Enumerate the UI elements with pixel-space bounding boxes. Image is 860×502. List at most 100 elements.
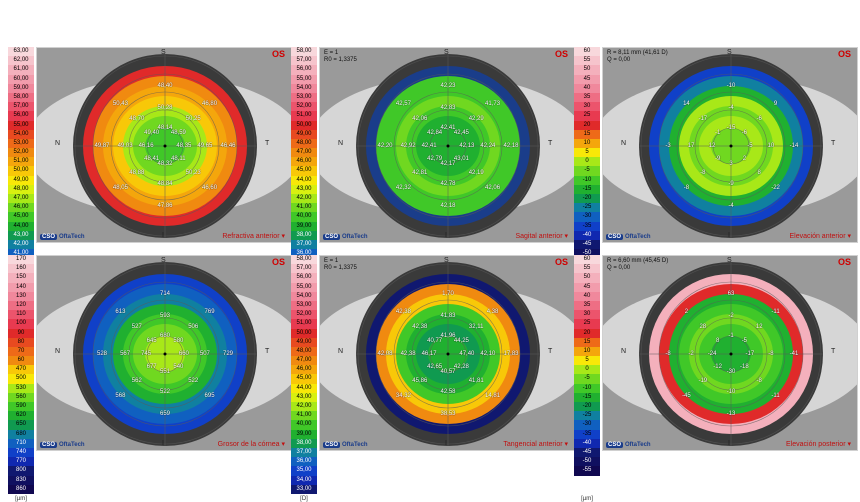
direction-label-right: T (831, 140, 836, 147)
scale-step: -35 (574, 221, 600, 231)
map-value: 528 (96, 351, 108, 357)
map-type-selector[interactable]: Refractiva anterior ▾ (222, 233, 285, 240)
map-value: 42,41 (421, 143, 437, 149)
scale-step: 20 (574, 328, 600, 338)
map-value: 48,88 (129, 169, 145, 176)
scale-step: 35 (574, 92, 600, 103)
scale-step: 44,00 (8, 221, 34, 231)
map-value: 42,08 (377, 351, 393, 357)
map-parameters: E = 1 R0 = 1,3375 (324, 258, 357, 271)
scale-step: 34,00 (291, 475, 317, 485)
scale-step: 49,00 (8, 175, 34, 185)
scale-step: 130 (8, 291, 34, 301)
direction-label-left: N (55, 348, 61, 355)
scale-step: 5 (574, 356, 600, 366)
scale-step: 46,00 (8, 203, 34, 213)
corneal-map[interactable]: S I N T 48,40 46,80 46,46 46,60 47,86 48,05 49,87 5… (36, 47, 292, 243)
scale-step: 30 (574, 310, 600, 320)
direction-label-bottom: I (162, 440, 164, 447)
map-value: 769 (204, 308, 215, 315)
map-value: 42,38 (400, 351, 416, 357)
direction-label-right: T (548, 348, 553, 355)
map-type-selector[interactable]: Sagital anterior ▾ (515, 233, 568, 240)
corneal-map[interactable]: S I N T -10 9 -14 -22 -4 -8 -3 14 -4 -6 10 8 -9 -8 17 -17 -1… (602, 47, 858, 243)
scale-step: 150 (8, 273, 34, 283)
map-value: 42,13 (459, 143, 475, 149)
map-value: -1 (714, 130, 721, 137)
map-value: 48,35 (176, 143, 192, 149)
scale-step: 60,00 (8, 74, 34, 84)
corneal-map[interactable]: S I N T 42,23 41,73 42,18 42,06 42,18 42,32 42,20 4… (319, 47, 575, 243)
eye-side-label: OS (554, 257, 568, 267)
direction-label-right: T (831, 348, 836, 355)
map-type-selector[interactable]: Elevación posterior ▾ (786, 441, 851, 448)
scale-step: 560 (8, 392, 34, 402)
corneal-map[interactable]: S I N T 1,70 4,38 17,83 14,81 38,53 34,32 42,08 42,… (319, 255, 575, 451)
map-value: -11 (771, 393, 780, 400)
map-type-selector[interactable]: Grosor de la córnea ▾ (217, 441, 285, 448)
scale-step: -40 (574, 230, 600, 240)
corneal-map[interactable]: S I N T 63 -11 -41 -11 -13 -45 -8 2 -2 12 -8 -8 -10 -19 -2… (602, 255, 858, 451)
cso-logo: CSO OftaTech (40, 442, 85, 448)
map-value: 2 (742, 155, 747, 162)
corneal-map[interactable]: S I N T 714 769 729 695 659 568 528 613 593 506 507 522… (36, 255, 292, 451)
scale-step: -55 (574, 466, 600, 476)
map-value: 9 (773, 100, 778, 107)
panel-refractiva-anterior[interactable]: 63,00 62,00 61,00 60,00 59,00 58,00 57,00 56,00… (8, 47, 292, 294)
scale-step: -10 (574, 383, 600, 393)
color-scale: 60 55 50 45 40 35 30 25 20 15 10 5 0 -5 -10 -15 -20 -25 -3… (574, 255, 600, 502)
scale-step: 54,00 (291, 83, 317, 93)
map-value: -9 (728, 181, 734, 187)
scale-step: 50 (574, 65, 600, 75)
map-value: -10 (726, 389, 736, 395)
map-value: 48,84 (157, 181, 173, 187)
scale-unit: [µm] (581, 495, 593, 502)
scale-step: 52,00 (291, 102, 317, 112)
map-value: 48,05 (112, 185, 128, 192)
map-value: 659 (159, 411, 171, 417)
scale-step: 90 (8, 328, 34, 338)
scale-step: 25 (574, 111, 600, 121)
map-value: 46,60 (202, 185, 218, 192)
map-value: 63 (727, 291, 735, 297)
scale-step: -15 (574, 392, 600, 402)
cso-logo: CSO OftaTech (606, 442, 651, 448)
map-value: 42,20 (377, 143, 393, 149)
scale-step: 52,00 (8, 148, 34, 158)
map-value: 42,57 (395, 100, 411, 107)
scale-step: 33,00 (291, 484, 317, 494)
map-value: 568 (115, 393, 126, 400)
scale-step: 40 (574, 291, 600, 301)
map-value: 42,58 (440, 389, 456, 395)
map-value: 42,81 (412, 169, 428, 176)
panel-tangencial-anterior[interactable]: 58,00 57,00 56,00 55,00 54,00 53,00 52,00 51,00… (291, 255, 575, 502)
scale-step: 48,00 (291, 138, 317, 149)
eye-image (603, 256, 857, 450)
scale-step: 38,00 (291, 438, 317, 448)
direction-label-left: N (338, 348, 344, 355)
map-value: -19 (698, 377, 708, 384)
panel-elevacion-posterior[interactable]: 60 55 50 45 40 35 30 25 20 15 10 5 0 -5 -10 -15 -20 -25 -3… (574, 255, 858, 502)
scale-step: 57,00 (291, 56, 317, 66)
map-value: -5 (747, 143, 753, 149)
scale-step: -30 (574, 212, 600, 222)
map-type-selector[interactable]: Elevación anterior ▾ (789, 233, 852, 240)
scale-step: 52,00 (291, 310, 317, 320)
scale-step: 30 (574, 102, 600, 112)
map-value: 42,17 (440, 161, 456, 167)
cso-logo: CSO OftaTech (606, 234, 651, 240)
map-value: 48,32 (157, 161, 173, 167)
panel-grosor-cornea[interactable]: 170 160 150 140 130 120 110 100 90 80 70 60 470 500 53… (8, 255, 292, 502)
scale-step: 62,00 (8, 56, 34, 66)
scale-step: 36,00 (291, 457, 317, 467)
map-value: -24 (707, 351, 717, 357)
panel-elevacion-anterior[interactable]: 60 55 50 45 40 35 30 25 20 15 10 5 0 -5 -10 -15 -20 -25 -3… (574, 47, 858, 294)
scale-step: 710 (8, 438, 34, 448)
panel-sagital-anterior[interactable]: 58,00 57,00 56,00 55,00 54,00 53,00 52,00 51,00… (291, 47, 575, 294)
map-value: 34,32 (395, 393, 411, 400)
map-type-selector[interactable]: Tangencial anterior ▾ (503, 441, 568, 448)
map-value: -1 (728, 333, 734, 339)
direction-label-right: T (548, 140, 553, 147)
scale-step: 42,00 (291, 402, 317, 412)
cso-logo: CSO OftaTech (323, 234, 368, 240)
